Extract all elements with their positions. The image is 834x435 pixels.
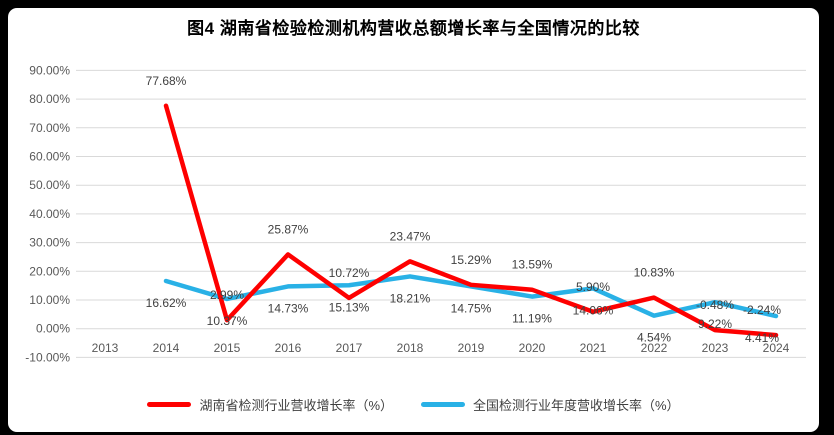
data-label: 14.75% <box>451 301 492 315</box>
y-axis-tick-label: 50.00% <box>29 178 70 192</box>
chart-panel: 图4 湖南省检验检测机构营收总额增长率与全国情况的比较 90.00% 80.00%… <box>8 8 819 432</box>
x-axis-label: 2018 <box>397 341 424 355</box>
x-axis-label: 2016 <box>275 341 302 355</box>
data-label: 23.47% <box>390 229 431 243</box>
data-label: 10.83% <box>634 266 675 280</box>
line-chart: 90.00% 80.00% 70.00% 60.00% 50.00% 40.00% 30.0… <box>25 63 806 364</box>
x-axis-label: 2023 <box>702 341 729 355</box>
x-axis-label: 2024 <box>763 341 790 355</box>
data-label: 9.22% <box>698 317 732 331</box>
data-label: 5.90% <box>576 280 610 294</box>
data-label: 25.87% <box>268 222 309 236</box>
x-axis-label: 2013 <box>92 341 119 355</box>
y-axis-tick-label: 90.00% <box>29 63 70 77</box>
legend-item-hunan[interactable]: 湖南省检测行业营收增长率（%） <box>147 395 393 414</box>
x-axis-label: 2014 <box>153 341 180 355</box>
x-axis-label: 2017 <box>336 341 363 355</box>
data-label: 11.19% <box>512 312 552 326</box>
data-label: 77.68% <box>146 74 187 88</box>
y-axis-tick-label: 0.00% <box>36 322 70 336</box>
y-axis-tick-label: 60.00% <box>29 150 70 164</box>
chart-title: 图4 湖南省检验检测机构营收总额增长率与全国情况的比较 <box>187 19 640 38</box>
x-axis-label: 2021 <box>580 341 607 355</box>
y-axis-tick-label: 10.00% <box>29 293 70 307</box>
y-axis-tick-label: 80.00% <box>29 92 70 106</box>
x-axis-label: 2020 <box>519 341 546 355</box>
x-axis-label: 2019 <box>458 341 485 355</box>
data-label: 4.54% <box>637 331 671 345</box>
chart-legend: 湖南省检测行业营收增长率（%） 全国检测行业年度营收增长率（%） <box>8 395 819 414</box>
data-label: 14.06% <box>573 303 614 317</box>
y-axis-tick-label: -10.00% <box>25 350 70 364</box>
data-label: 13.59% <box>512 258 553 272</box>
data-label: 10.37% <box>207 314 248 328</box>
x-axis-label: 2015 <box>214 341 241 355</box>
legend-label-national: 全国检测行业年度营收增长率（%） <box>473 398 680 413</box>
data-label: 14.73% <box>268 301 309 315</box>
data-label: 16.62% <box>146 296 187 310</box>
legend-label-hunan: 湖南省检测行业营收增长率（%） <box>199 398 393 413</box>
data-label: 15.29% <box>451 253 492 267</box>
y-axis-tick-label: 20.00% <box>29 264 70 278</box>
hunan-series-swatch-icon <box>147 402 192 407</box>
data-label: -2.24% <box>743 303 781 317</box>
y-axis-tick-label: 30.00% <box>29 236 70 250</box>
data-label: 2.99% <box>210 288 244 302</box>
y-axis-tick-label: 70.00% <box>29 121 70 135</box>
x-axis-label: 2022 <box>641 341 668 355</box>
legend-item-national[interactable]: 全国检测行业年度营收增长率（%） <box>421 395 680 414</box>
national-series-swatch-icon <box>421 402 465 407</box>
series-line-hunan <box>163 103 779 338</box>
data-label: 10.72% <box>329 266 370 280</box>
data-label: 18.21% <box>390 291 431 305</box>
data-label: 15.13% <box>329 300 370 314</box>
y-axis-tick-label: 40.00% <box>29 207 70 221</box>
data-label: 4.41% <box>745 331 779 345</box>
data-label: -0.48% <box>696 298 734 312</box>
